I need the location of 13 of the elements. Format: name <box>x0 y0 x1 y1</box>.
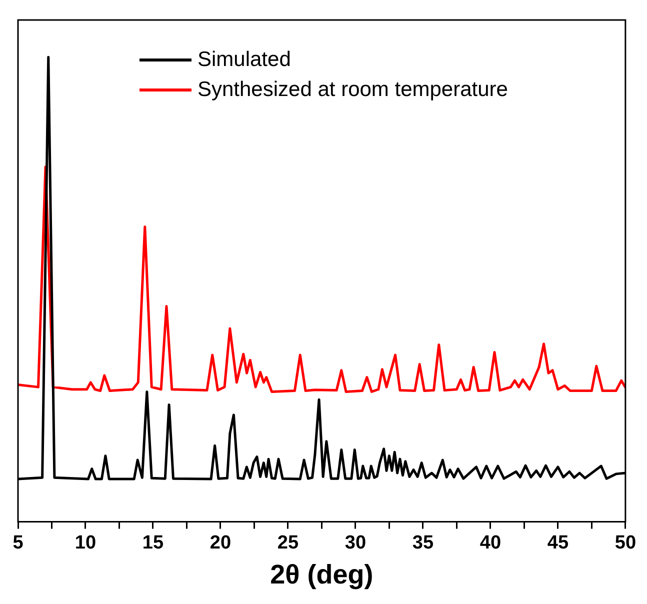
x-tick-label: 15 <box>142 532 164 554</box>
x-tick-label: 10 <box>74 532 96 554</box>
x-tick-label: 25 <box>277 532 299 554</box>
x-tick-label: 40 <box>480 532 502 554</box>
x-tick-label: 20 <box>210 532 232 554</box>
legend-label: Simulated <box>197 48 291 71</box>
x-axis-title: 2θ (deg) <box>270 559 374 590</box>
x-tick-label: 50 <box>614 532 636 554</box>
x-tick-label: 35 <box>412 532 434 554</box>
x-tick-label: 45 <box>547 532 569 554</box>
x-tick-label: 30 <box>344 532 366 554</box>
x-tick-label: 5 <box>12 532 24 554</box>
legend-label: Synthesized at room temperature <box>197 78 508 101</box>
